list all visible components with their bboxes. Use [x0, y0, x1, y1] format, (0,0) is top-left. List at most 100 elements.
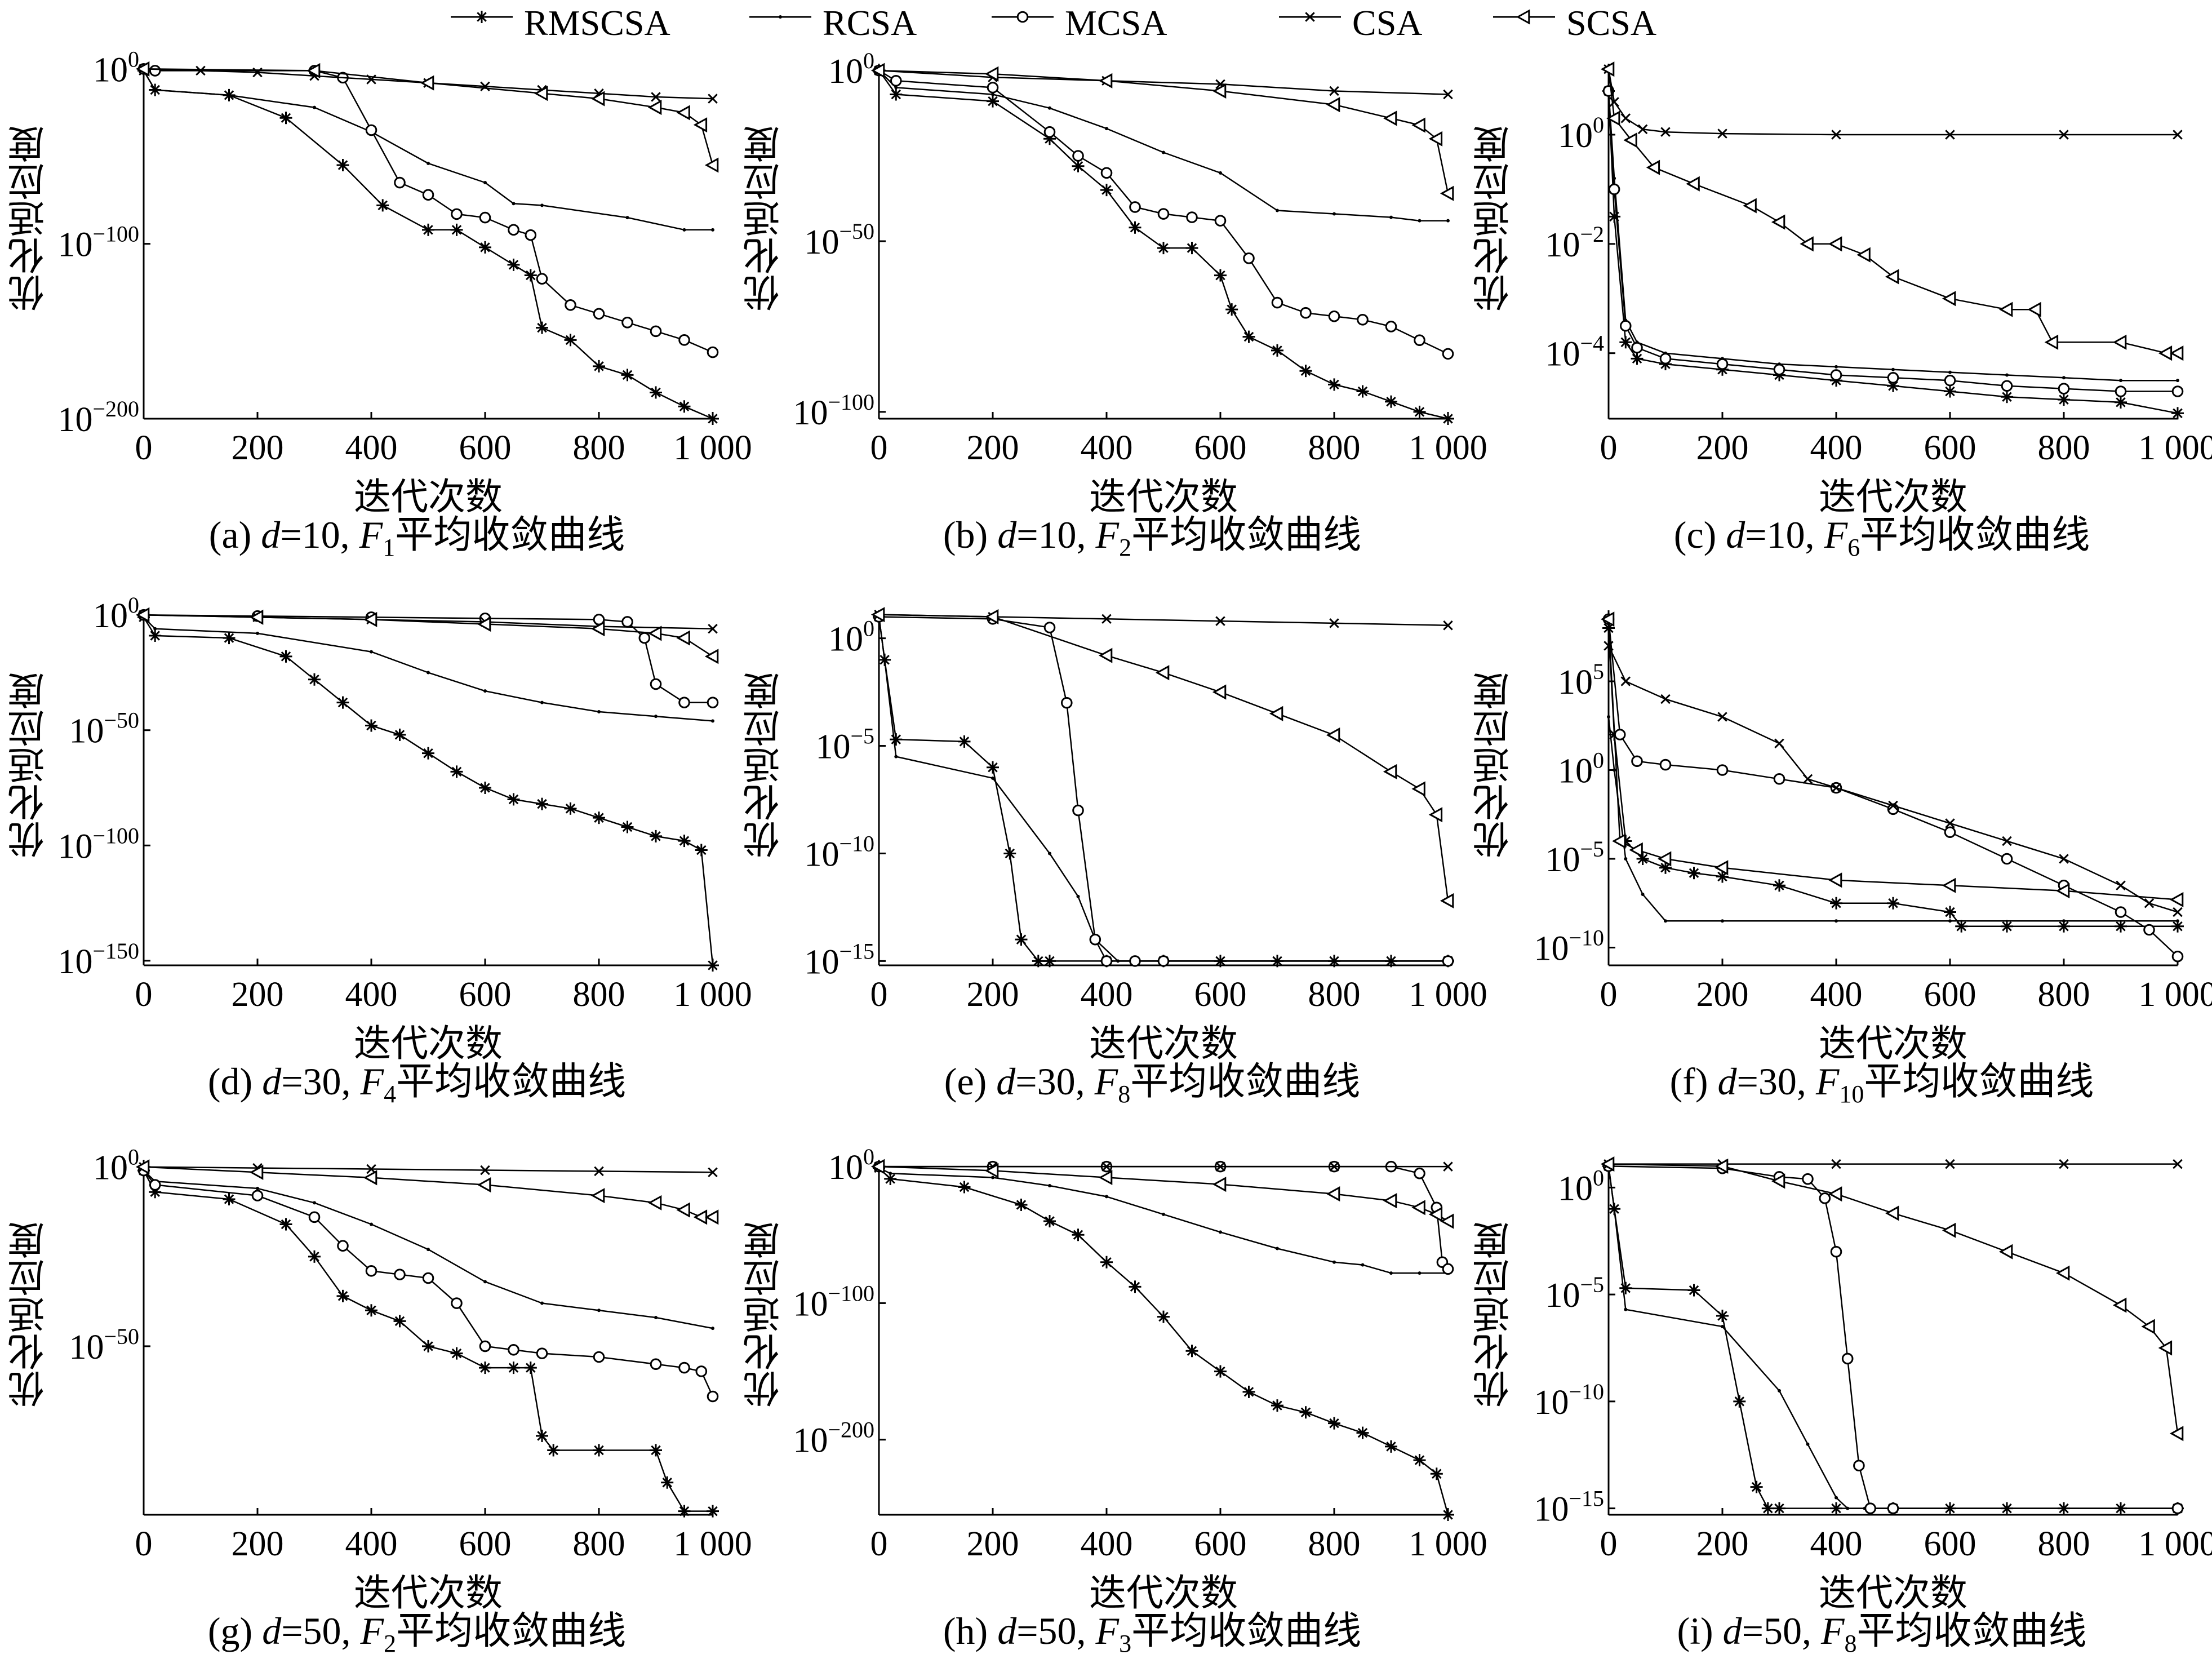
- x-tick-label: 200: [1696, 429, 1749, 467]
- data-point: [2119, 379, 2122, 383]
- series-line: [1608, 1163, 2179, 1434]
- data-point: [1100, 184, 1113, 197]
- data-point: [2173, 130, 2183, 140]
- data-point: [1428, 807, 1443, 823]
- data-point: [594, 1166, 604, 1177]
- data-point: [1659, 353, 1672, 365]
- series-scsa: [1600, 611, 2184, 907]
- x-axis-title: 迭代次数: [1819, 477, 1967, 518]
- data-point: [1061, 697, 1073, 709]
- y-tick-label: 100: [1558, 748, 1604, 791]
- data-point: [1389, 1271, 1393, 1275]
- y-tick-label: 10−10: [1534, 1379, 1604, 1422]
- series-line: [143, 617, 713, 722]
- data-point: [1948, 370, 1952, 374]
- data-point: [1773, 879, 1785, 892]
- data-point: [536, 273, 548, 285]
- data-point: [1657, 851, 1672, 867]
- data-point: [1413, 1454, 1426, 1467]
- y-tick-label: 10−10: [804, 831, 874, 873]
- data-point: [1948, 919, 1952, 923]
- data-point: [2173, 907, 2183, 917]
- data-point: [708, 94, 718, 104]
- data-point: [422, 1340, 434, 1352]
- x-tick-label: 200: [967, 975, 1019, 1014]
- y-tick-label: 105: [1558, 659, 1604, 702]
- data-point: [1830, 897, 1842, 910]
- data-point: [547, 1444, 560, 1457]
- data-point: [1806, 1442, 1810, 1446]
- y-tick-label: 100: [93, 1145, 139, 1187]
- data-point: [1328, 1417, 1340, 1430]
- data-point: [313, 105, 316, 109]
- legend-marker: [1305, 12, 1315, 22]
- x-axis-title: 迭代次数: [354, 1573, 503, 1614]
- legend-marker: [1516, 9, 1530, 25]
- data-point: [1835, 919, 1838, 923]
- x-tick-label: 200: [232, 1525, 284, 1563]
- data-point: [394, 1269, 406, 1280]
- x-tick-label: 0: [1600, 975, 1618, 1014]
- series-rcsa: [877, 615, 1450, 963]
- data-point: [1885, 1205, 1899, 1221]
- data-point: [593, 308, 605, 320]
- x-tick-label: 1 000: [1409, 975, 1487, 1014]
- data-point: [1631, 342, 1643, 354]
- data-point: [693, 1209, 708, 1225]
- y-tick-label: 10−100: [793, 1280, 874, 1323]
- data-point: [676, 105, 690, 121]
- data-point: [2115, 385, 2127, 397]
- data-point: [1846, 1506, 1850, 1510]
- series-line: [143, 617, 714, 966]
- data-point: [650, 386, 662, 399]
- data-point: [1032, 955, 1045, 968]
- y-axis-title: 优化适应度: [1474, 672, 1515, 858]
- data-point: [479, 1340, 491, 1352]
- data-point: [1620, 676, 1631, 686]
- data-point: [1015, 1198, 1028, 1211]
- data-point: [313, 1201, 316, 1205]
- y-axis-title: 优化适应度: [1474, 126, 1515, 312]
- data-point: [1157, 242, 1170, 255]
- data-point: [422, 189, 434, 201]
- data-point: [2001, 380, 2013, 392]
- y-tick-label: 10−5: [1545, 1272, 1604, 1315]
- data-point: [1157, 208, 1170, 220]
- x-tick-label: 800: [2038, 429, 2090, 467]
- data-point: [1276, 1247, 1279, 1250]
- data-point: [1891, 367, 1895, 371]
- data-point: [2144, 898, 2155, 908]
- series-rmscsa: [1602, 622, 2184, 933]
- data-point: [524, 1361, 537, 1374]
- x-axis-title: 迭代次数: [1819, 1023, 1967, 1065]
- data-point: [536, 1430, 548, 1442]
- data-point: [1773, 363, 1785, 376]
- data-point: [1299, 1406, 1312, 1419]
- data-point: [647, 100, 662, 116]
- x-tick-label: 1 000: [1409, 1525, 1487, 1563]
- data-point: [991, 776, 994, 780]
- y-tick-label: 100: [828, 1144, 874, 1187]
- data-point: [508, 1343, 519, 1356]
- y-tick-label: 10−5: [1545, 836, 1604, 879]
- data-point: [2171, 1502, 2184, 1514]
- data-point: [1413, 405, 1426, 418]
- data-point: [1614, 729, 1626, 740]
- x-tick-label: 400: [1810, 975, 1863, 1014]
- data-point: [1620, 320, 1632, 332]
- series-scsa: [135, 61, 719, 173]
- data-point: [1385, 395, 1397, 408]
- x-tick-label: 800: [573, 429, 625, 467]
- data-point: [2115, 906, 2127, 918]
- series-scsa: [1600, 61, 2184, 361]
- legend: RMSCSA RCSA MCSA CSA SCSA: [0, 0, 2212, 45]
- data-point: [1773, 1502, 1785, 1515]
- data-point: [707, 1505, 719, 1518]
- y-tick-label: 10−50: [69, 1324, 139, 1367]
- data-point: [336, 1289, 349, 1302]
- data-point: [564, 334, 577, 347]
- data-point: [1631, 352, 1644, 365]
- data-point: [1356, 1426, 1369, 1439]
- data-point: [650, 830, 662, 842]
- data-point: [1942, 1222, 1956, 1238]
